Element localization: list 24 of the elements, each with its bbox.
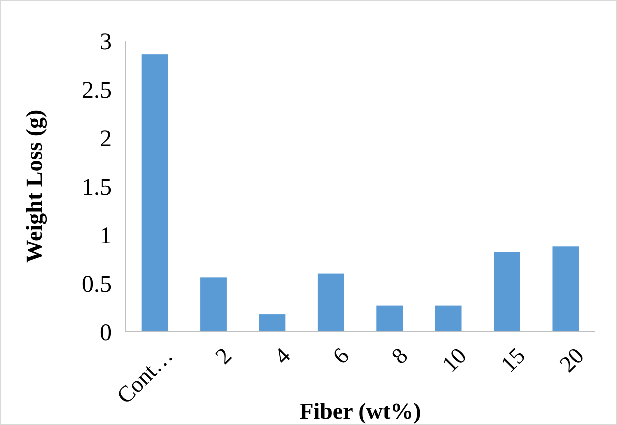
y-tick-label: 3 bbox=[100, 29, 112, 56]
y-tick-label: 2 bbox=[100, 126, 112, 152]
x-tick-label: 2 bbox=[210, 343, 237, 370]
bar bbox=[318, 274, 344, 332]
x-tick-label: 4 bbox=[270, 342, 296, 370]
bar bbox=[142, 54, 168, 332]
x-tick-label: 10 bbox=[438, 343, 472, 378]
bar bbox=[200, 278, 227, 332]
bar bbox=[552, 246, 580, 332]
x-tick-label: 15 bbox=[496, 343, 530, 378]
x-tick-label: 6 bbox=[328, 343, 354, 370]
y-tick-label: 0 bbox=[100, 320, 112, 346]
bar bbox=[435, 306, 462, 332]
bar bbox=[494, 252, 520, 332]
x-tick-label: 8 bbox=[386, 343, 413, 370]
y-tick-label: 1.5 bbox=[82, 174, 112, 201]
y-axis-title: Weight Loss (g) bbox=[22, 110, 48, 264]
bar bbox=[259, 314, 286, 332]
x-axis-title: Fiber (wt%) bbox=[300, 399, 422, 424]
y-tick-label: 1 bbox=[100, 223, 112, 250]
y-tick-label: 2.5 bbox=[82, 78, 112, 104]
x-tick-label: 20 bbox=[554, 343, 589, 378]
bar bbox=[376, 306, 404, 332]
y-tick-label: 0.5 bbox=[82, 272, 112, 298]
